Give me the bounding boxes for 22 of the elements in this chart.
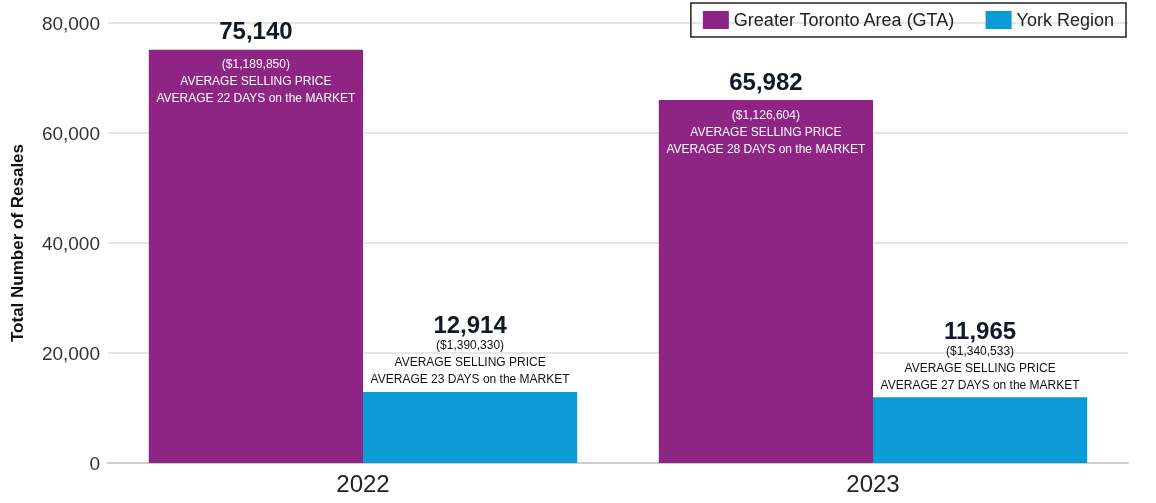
annotation: ($1,126,604) AVERAGE SELLING PRICE AVERAGE 28 DAYS on the MARKET <box>666 107 867 156</box>
legend-label: Greater Toronto Area (GTA) <box>733 10 955 30</box>
annotation: ($1,189,850) AVERAGE SELLING PRICE AVERAGE 22 DAYS on the MARKET <box>156 57 357 106</box>
bar <box>658 100 873 463</box>
x-tick-label: 2023 <box>846 469 900 497</box>
data-label: 75,140 <box>219 17 293 45</box>
x-tick-label: 2022 <box>336 469 390 497</box>
y-tick-label: 80,000 <box>41 12 100 34</box>
y-tick-label: 40,000 <box>41 232 100 254</box>
bar <box>873 397 1088 463</box>
data-label: 12,914 <box>433 311 508 339</box>
bar <box>148 49 363 463</box>
annotation: ($1,390,330) AVERAGE SELLING PRICE AVERAGE 23 DAYS on the MARKET <box>370 338 571 387</box>
y-axis-title: Total Number of Resales <box>8 143 27 343</box>
y-tick-label: 60,000 <box>41 122 100 144</box>
y-tick-label: 0 <box>89 452 100 474</box>
data-label: 11,965 <box>944 316 1017 344</box>
annotation: ($1,340,533) AVERAGE SELLING PRICE AVERAGE 27 DAYS on the MARKET <box>880 343 1081 392</box>
y-tick-label: 20,000 <box>41 342 100 364</box>
bar <box>363 391 578 463</box>
legend-label: York Region <box>1016 10 1115 30</box>
data-label: 65,982 <box>729 67 803 95</box>
